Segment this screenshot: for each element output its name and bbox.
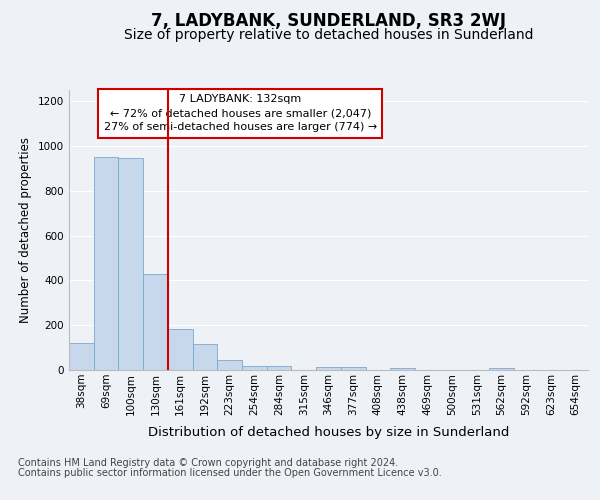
Bar [341,366,365,370]
Bar [118,158,143,370]
Bar [316,366,341,370]
Text: Contains HM Land Registry data © Crown copyright and database right 2024.: Contains HM Land Registry data © Crown c… [18,458,398,468]
Text: 7 LADYBANK: 132sqm
← 72% of detached houses are smaller (2,047)
27% of semi-deta: 7 LADYBANK: 132sqm ← 72% of detached hou… [104,94,377,132]
Bar [267,366,292,370]
Bar [217,360,242,370]
Bar [193,344,217,370]
Bar [390,368,415,370]
Bar [489,368,514,370]
Bar [168,328,193,370]
Bar [143,274,168,370]
Text: Size of property relative to detached houses in Sunderland: Size of property relative to detached ho… [124,28,533,42]
Bar [69,343,94,370]
Bar [94,157,118,370]
Y-axis label: Number of detached properties: Number of detached properties [19,137,32,323]
Bar [242,366,267,370]
Text: Contains public sector information licensed under the Open Government Licence v3: Contains public sector information licen… [18,468,442,477]
Text: 7, LADYBANK, SUNDERLAND, SR3 2WJ: 7, LADYBANK, SUNDERLAND, SR3 2WJ [151,12,506,30]
Text: Distribution of detached houses by size in Sunderland: Distribution of detached houses by size … [148,426,509,439]
